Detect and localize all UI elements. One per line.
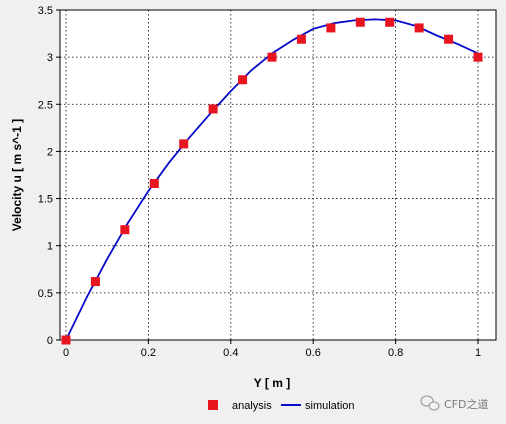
analysis-point [326, 23, 336, 33]
analysis-point [90, 277, 100, 287]
watermark: CFD之道 [420, 395, 488, 411]
x-tick-label: 0.8 [388, 347, 403, 359]
watermark-text: CFD之道 [444, 397, 488, 411]
y-tick-label: 2.5 [38, 99, 53, 111]
y-tick-label: 3.5 [38, 5, 53, 17]
analysis-point [267, 52, 277, 62]
series-layer [61, 17, 483, 345]
y-tick-label: 1.5 [38, 194, 53, 206]
legend: analysis simulation [208, 400, 355, 412]
analysis-point [444, 34, 454, 44]
axis-ticks: 0 0.2 0.4 0.6 0.8 1 0 0.5 1 1.5 2 2.5 3 3.5 [38, 5, 481, 359]
wechat-icon [420, 395, 440, 411]
legend-simulation-label: simulation [305, 400, 355, 412]
analysis-point [208, 104, 218, 114]
analysis-point [414, 23, 424, 33]
y-axis-title: Velocity u [ m s^-1 ] [10, 119, 24, 231]
x-tick-label: 0 [63, 347, 69, 359]
plot-area [60, 10, 496, 340]
y-tick-label: 0 [47, 335, 53, 347]
x-axis-title: Y [ m ] [254, 376, 290, 390]
y-tick-label: 2 [47, 146, 53, 158]
x-tick-label: 0.6 [306, 347, 321, 359]
x-tick-label: 0.4 [223, 347, 238, 359]
analysis-point [385, 17, 395, 27]
analysis-point [473, 52, 483, 62]
analysis-point [296, 34, 306, 44]
legend-analysis-marker [208, 400, 218, 410]
analysis-point [120, 225, 130, 235]
analysis-point [238, 75, 248, 85]
y-tick-label: 0.5 [38, 288, 53, 300]
x-tick-label: 1 [475, 347, 481, 359]
analysis-point [149, 178, 159, 188]
plot-frame [59, 9, 497, 341]
analysis-point [355, 17, 365, 27]
y-tick-label: 1 [47, 241, 53, 253]
analysis-point [179, 139, 189, 149]
analysis-point [61, 335, 71, 345]
y-tick-label: 3 [47, 52, 53, 64]
legend-analysis-label: analysis [232, 400, 272, 412]
x-tick-label: 0.2 [141, 347, 156, 359]
